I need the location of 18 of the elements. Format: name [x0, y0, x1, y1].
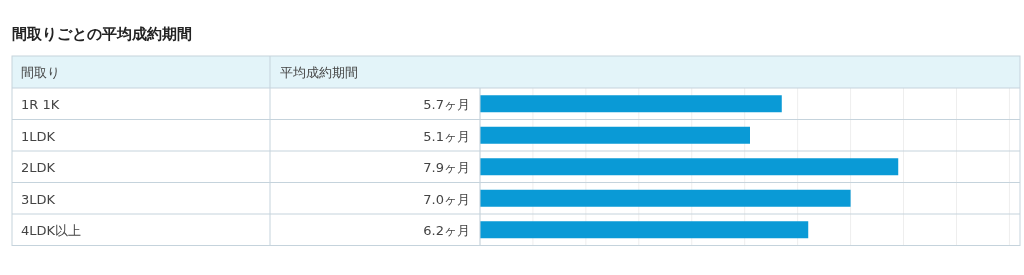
- data-label: 5.7ヶ月: [423, 97, 470, 112]
- data-label: 7.9ヶ月: [423, 160, 470, 175]
- x-axis-title: 平均成約期間: [280, 65, 358, 80]
- y-axis-title: 間取り: [21, 65, 60, 80]
- bar: [480, 189, 851, 207]
- text: 間取りごとの平均成約期間: [12, 25, 192, 43]
- y-tick-label: 1LDK: [21, 128, 56, 144]
- bar: [480, 126, 750, 144]
- y-tick-label: 2LDK: [21, 160, 56, 175]
- y-tick-label: 3LDK: [21, 191, 56, 207]
- y-tick-label: 1R 1K: [21, 97, 60, 112]
- bar: [480, 221, 809, 239]
- bar: [480, 158, 899, 176]
- data-label: 7.0ヶ月: [423, 191, 470, 207]
- y-tick-label: 4LDK以上: [21, 223, 82, 238]
- bar: [480, 95, 782, 113]
- data-label: 6.2ヶ月: [423, 223, 470, 238]
- data-label: 5.1ヶ月: [423, 128, 470, 144]
